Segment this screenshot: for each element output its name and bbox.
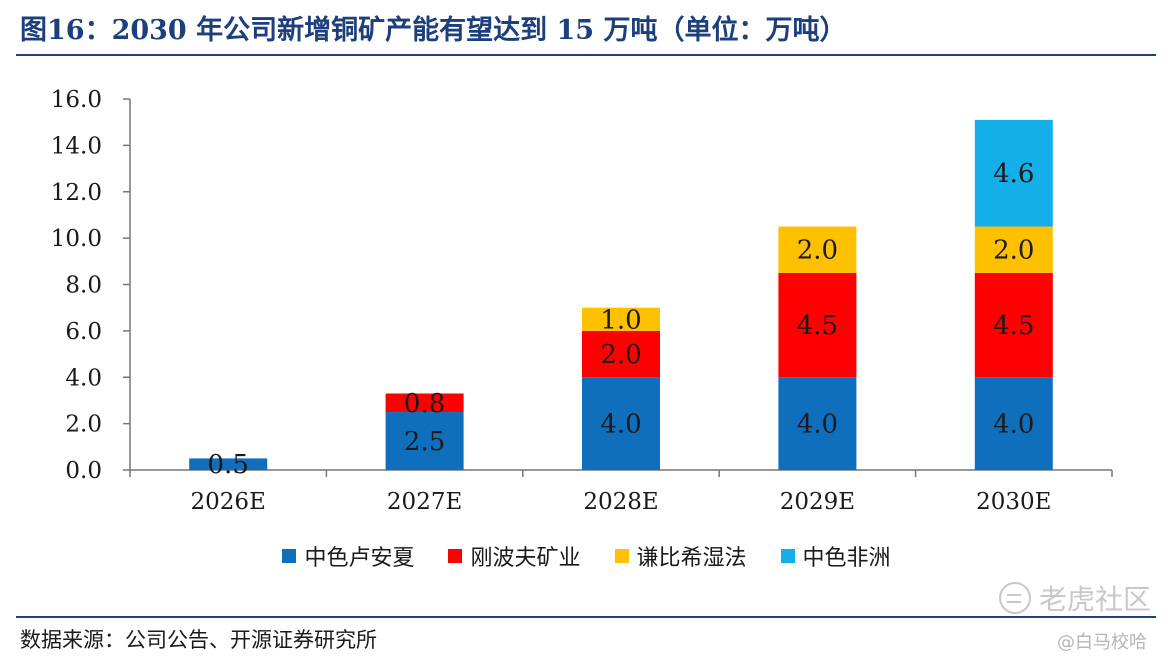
y-tick-label: 10.0 bbox=[51, 226, 102, 252]
x-tick-label: 2026E bbox=[191, 489, 266, 515]
legend-item-africa: 中色非洲 bbox=[780, 540, 891, 572]
bar-data-label: 4.0 bbox=[600, 410, 641, 440]
tiger-logo-icon bbox=[998, 582, 1031, 614]
bar-data-label: 4.6 bbox=[993, 159, 1034, 189]
bar-data-label: 4.0 bbox=[797, 410, 838, 440]
legend-item-luanshya: 中色卢安夏 bbox=[282, 540, 414, 572]
watermark-brand-text: 老虎社区 bbox=[1038, 583, 1151, 616]
source-note: 数据来源：公司公告、开源证券研究所 bbox=[20, 628, 377, 652]
x-tick-label: 2030E bbox=[976, 489, 1051, 515]
title-divider bbox=[16, 54, 1156, 56]
watermark-brand: 老虎社区 bbox=[998, 578, 1151, 618]
legend-swatch-chambishi bbox=[614, 549, 629, 563]
y-tick-label: 8.0 bbox=[65, 273, 102, 299]
bar-data-label: 4.5 bbox=[993, 311, 1034, 341]
y-tick-label: 16.0 bbox=[51, 87, 102, 113]
footer-divider bbox=[16, 616, 1156, 618]
chart-legend: 中色卢安夏 刚波夫矿业 谦比希湿法 中色非洲 bbox=[0, 540, 1173, 572]
y-tick-label: 14.0 bbox=[51, 133, 102, 159]
bar-segment bbox=[974, 226, 1053, 273]
y-tick-label: 12.0 bbox=[51, 180, 102, 206]
bar-data-label: 0.5 bbox=[208, 450, 249, 480]
bar-segment bbox=[778, 272, 857, 378]
bar-segment bbox=[385, 393, 464, 413]
legend-swatch-africa bbox=[780, 549, 795, 563]
bar-data-label: 1.0 bbox=[600, 305, 641, 335]
bar-segment bbox=[582, 307, 660, 331]
bar-segment bbox=[582, 330, 660, 378]
bar-data-label: 2.0 bbox=[993, 236, 1034, 266]
bar-segment bbox=[974, 377, 1053, 470]
legend-label-congo: 刚波夫矿业 bbox=[470, 546, 581, 571]
bar-data-label: 4.0 bbox=[993, 410, 1034, 440]
legend-label-chambishi: 谦比希湿法 bbox=[636, 546, 747, 571]
watermark-handle: @白马校哈 bbox=[1057, 632, 1147, 653]
legend-item-congo: 刚波夫矿业 bbox=[448, 540, 581, 572]
bar-data-label: 2.5 bbox=[404, 427, 445, 457]
bar-data-label: 2.0 bbox=[797, 236, 838, 266]
y-tick-label: 4.0 bbox=[65, 365, 102, 391]
bar-data-label: 4.5 bbox=[797, 311, 838, 341]
x-tick-label: 2028E bbox=[583, 489, 658, 515]
bar-segment bbox=[385, 412, 464, 470]
bar-segment bbox=[778, 226, 857, 273]
bar-data-label: 0.8 bbox=[404, 389, 445, 419]
legend-swatch-congo bbox=[448, 549, 463, 563]
x-tick-label: 2027E bbox=[387, 489, 462, 515]
legend-item-chambishi: 谦比希湿法 bbox=[614, 540, 747, 572]
bar-segment bbox=[974, 272, 1053, 378]
chart-title: 图16：2030 年公司新增铜矿产能有望达到 15 万吨（单位：万吨） bbox=[20, 15, 847, 46]
bar-segment bbox=[974, 119, 1053, 227]
legend-swatch-luanshya bbox=[282, 549, 297, 563]
y-tick-label: 2.0 bbox=[65, 412, 102, 438]
bar-data-label: 2.0 bbox=[600, 340, 641, 370]
y-tick-label: 6.0 bbox=[65, 319, 102, 345]
legend-label-africa: 中色非洲 bbox=[802, 546, 891, 571]
bar-segment bbox=[189, 458, 268, 470]
bar-segment bbox=[582, 377, 660, 470]
y-tick-label: 0.0 bbox=[65, 458, 102, 484]
bar-segment bbox=[778, 377, 857, 470]
legend-label-luanshya: 中色卢安夏 bbox=[304, 546, 415, 571]
x-tick-label: 2029E bbox=[780, 489, 855, 515]
stacked-bar-chart: 0.0 2.0 4.0 6.0 8.0 10.0 12.0 14.0 16.0 2026E 0.5 2… bbox=[51, 87, 1113, 515]
